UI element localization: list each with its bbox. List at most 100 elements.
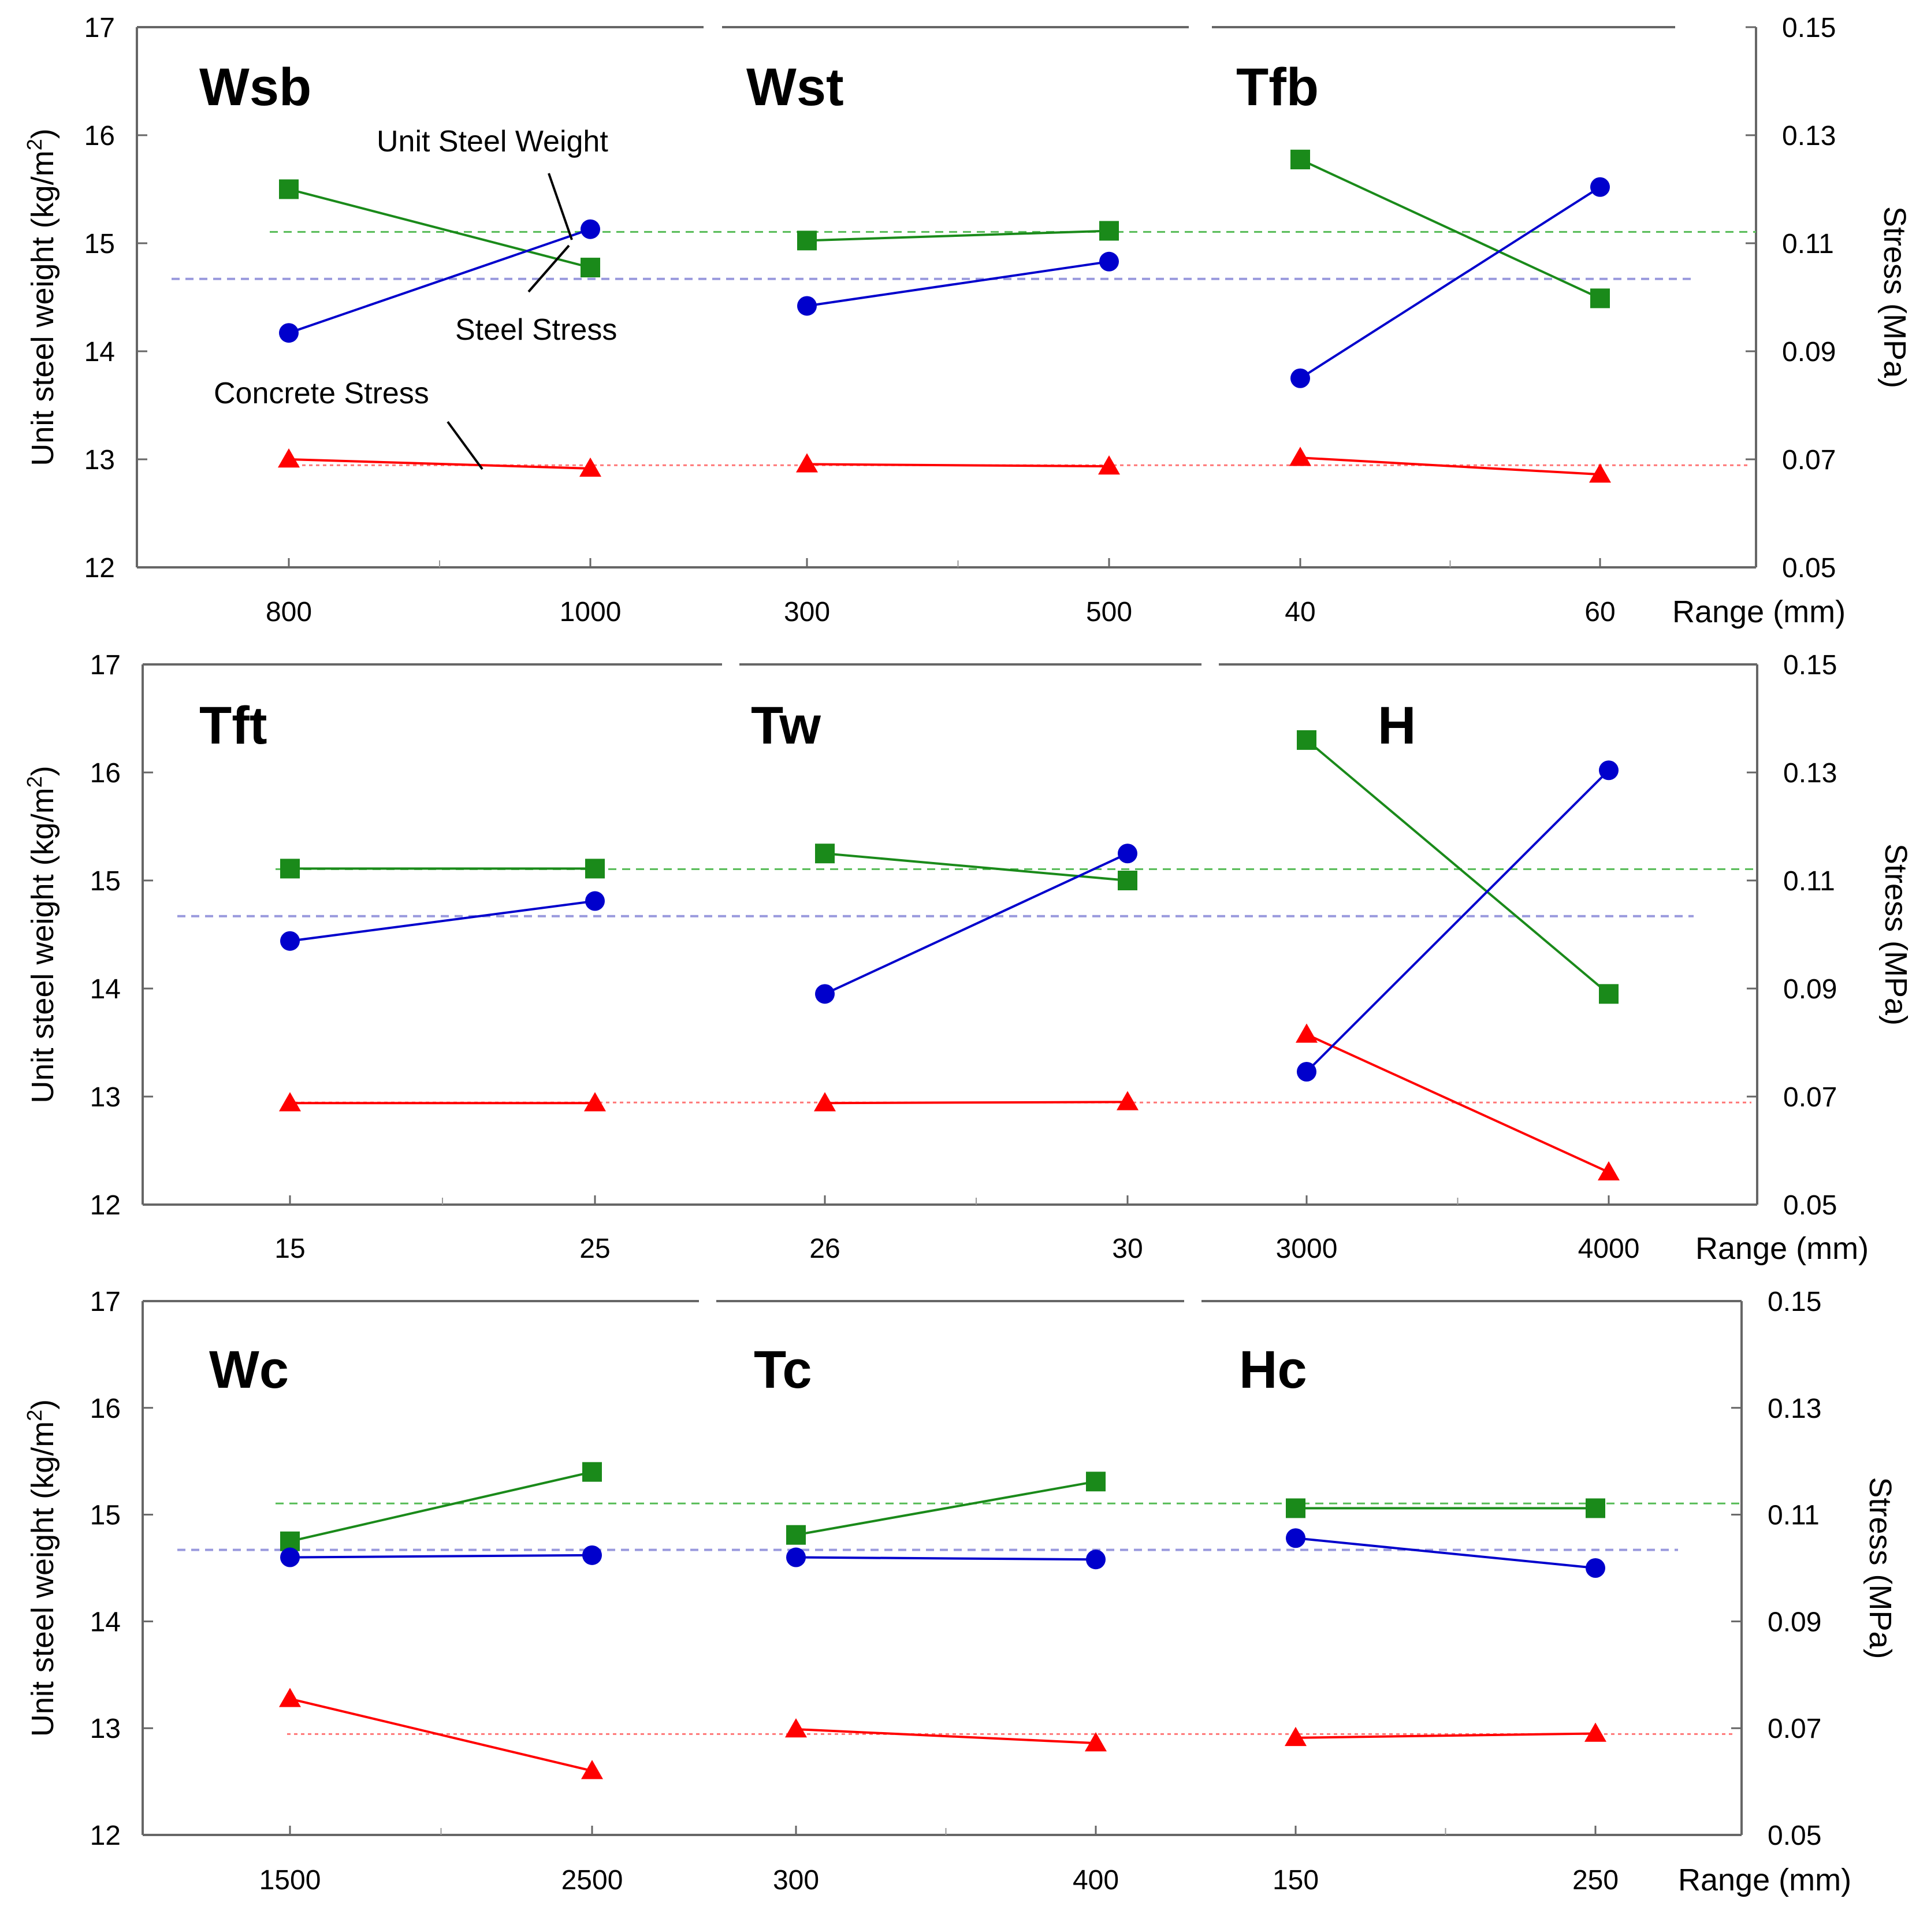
x-tick-label: 300 bbox=[784, 597, 830, 627]
y-left-axis-title-superscript: 2 bbox=[23, 139, 46, 150]
concrete-stress-point bbox=[278, 448, 300, 468]
unit-steel-weight-point bbox=[1086, 1550, 1106, 1570]
y-left-axis-title-close: ) bbox=[25, 766, 60, 776]
panel-title: H bbox=[1378, 696, 1416, 755]
x-tick-label: 26 bbox=[809, 1233, 840, 1264]
x-tick-label: 30 bbox=[1112, 1233, 1143, 1264]
unit-steel-weight-line bbox=[289, 900, 596, 942]
y-right-tick-label: 0.15 bbox=[1768, 1287, 1821, 1317]
panel-title: Tft bbox=[199, 696, 267, 755]
y-left-tick-label: 16 bbox=[84, 121, 115, 151]
panel-tft: Tft 15 25 bbox=[199, 696, 611, 1264]
y-left-tick-label: 14 bbox=[90, 1607, 121, 1637]
unit-steel-weight-line bbox=[806, 260, 1110, 307]
y-left-tick-label: 15 bbox=[90, 866, 121, 897]
y-right-tick-label: 0.13 bbox=[1782, 121, 1836, 151]
concrete-stress-line bbox=[289, 1697, 593, 1773]
x-tick-label: 1500 bbox=[259, 1865, 321, 1896]
x-axis-range-label: Range (mm) bbox=[1695, 1231, 1869, 1266]
panel-title: Wsb bbox=[199, 58, 311, 117]
unit-steel-weight-point bbox=[581, 219, 600, 239]
steel-stress-point bbox=[280, 859, 300, 879]
concrete-stress-line bbox=[806, 463, 1110, 468]
y-right-tick-label: 0.13 bbox=[1768, 1394, 1821, 1424]
chart-row-2: 12 13 14 15 16 17 0.05 0.07 0.09 0.11 0.13 0.15 Unit… bbox=[23, 650, 1913, 1266]
unit-steel-weight-line bbox=[824, 852, 1128, 995]
x-tick-label: 400 bbox=[1073, 1865, 1119, 1896]
concrete-stress-point bbox=[1296, 1023, 1318, 1043]
y-right-tick-label: 0.11 bbox=[1782, 229, 1834, 259]
y-right-tick-label: 0.07 bbox=[1768, 1714, 1821, 1744]
y-left-axis-title-text: Unit steel weight (kg/m bbox=[25, 150, 60, 466]
panel-wc: Wc 1500 2500 bbox=[209, 1340, 623, 1896]
x-tick-label: 1000 bbox=[560, 597, 622, 627]
y-right-tick-label: 0.05 bbox=[1782, 553, 1836, 584]
steel-stress-point bbox=[585, 859, 605, 879]
chart-row-1: 12 13 14 15 16 17 0.05 0.07 0.09 0.11 0.13 0.15 Unit… bbox=[23, 13, 1912, 629]
unit-steel-weight-point bbox=[1297, 1061, 1316, 1082]
steel-stress-line bbox=[806, 229, 1110, 242]
concrete-stress-point bbox=[1098, 455, 1120, 475]
y-left-tick-label: 17 bbox=[90, 1287, 121, 1317]
steel-stress-point bbox=[1286, 1498, 1305, 1518]
y-left-axis-title-text: Unit steel weight (kg/m bbox=[25, 1421, 60, 1737]
x-tick-label: 250 bbox=[1572, 1865, 1619, 1896]
steel-stress-line bbox=[288, 188, 591, 269]
unit-steel-weight-point bbox=[280, 931, 300, 951]
unit-steel-weight-point bbox=[1290, 368, 1310, 388]
steel-stress-line bbox=[1300, 158, 1601, 300]
y-left-tick-label: 12 bbox=[90, 1820, 121, 1851]
x-tick-label: 25 bbox=[579, 1233, 610, 1264]
concrete-stress-line bbox=[795, 1728, 1096, 1745]
x-tick-label: 2500 bbox=[561, 1865, 623, 1896]
y-right-tick-label: 0.07 bbox=[1783, 1082, 1837, 1113]
x-axis-range-label: Range (mm) bbox=[1678, 1863, 1851, 1897]
x-tick-label: 40 bbox=[1285, 597, 1315, 627]
panel-title: Wst bbox=[746, 58, 844, 117]
chart-rows: 12 13 14 15 16 17 0.05 0.07 0.09 0.11 0.13 0.15 Unit… bbox=[23, 13, 1913, 1897]
unit-steel-weight-point bbox=[582, 1545, 602, 1565]
concrete-stress-point bbox=[1085, 1732, 1107, 1752]
concrete-stress-point bbox=[1117, 1091, 1139, 1110]
y-right-tick-label: 0.09 bbox=[1782, 337, 1836, 367]
y-left-tick-label: 12 bbox=[84, 553, 115, 584]
panel-wsb: Wsb 800 1000 bbox=[199, 58, 621, 627]
steel-stress-point bbox=[797, 231, 817, 251]
concrete-stress-point bbox=[814, 1092, 836, 1112]
x-tick-label: 150 bbox=[1273, 1865, 1319, 1896]
concrete-stress-point bbox=[581, 1760, 603, 1779]
y-right-tick-label: 0.15 bbox=[1782, 13, 1836, 43]
panel-title: Hc bbox=[1239, 1340, 1307, 1399]
y-left-tick-label: 16 bbox=[90, 758, 121, 789]
annotation-steel-stress: Steel Stress bbox=[455, 313, 617, 347]
y-left-axis-title-close: ) bbox=[25, 128, 60, 139]
unit-steel-weight-point bbox=[1586, 1558, 1605, 1578]
annotation-unit-steel-weight: Unit Steel Weight bbox=[377, 125, 608, 158]
y-left-tick-label: 13 bbox=[84, 445, 115, 475]
y-right-tick-label: 0.11 bbox=[1783, 866, 1835, 897]
panel-title: Tw bbox=[751, 696, 821, 755]
panel-title: Wc bbox=[209, 1340, 289, 1399]
steel-stress-line bbox=[1305, 739, 1610, 995]
unit-steel-weight-point bbox=[280, 1547, 300, 1567]
steel-stress-point bbox=[582, 1462, 602, 1482]
y-right-tick-label: 0.05 bbox=[1783, 1190, 1837, 1221]
unit-steel-weight-point bbox=[1099, 251, 1119, 272]
concrete-stress-line bbox=[1295, 1732, 1596, 1739]
concrete-stress-line bbox=[824, 1101, 1128, 1105]
steel-stress-point bbox=[581, 258, 600, 278]
annotations: Unit Steel Weight Steel Stress Concrete … bbox=[214, 125, 617, 470]
annotation-leader-steel-stress bbox=[527, 244, 570, 293]
y-right-axis-title: Stress (MPa) bbox=[1877, 206, 1912, 388]
steel-stress-point bbox=[1590, 288, 1610, 309]
y-left-tick-label: 17 bbox=[90, 650, 121, 681]
y-right-tick-label: 0.13 bbox=[1783, 758, 1837, 789]
y-left-tick-label: 15 bbox=[84, 229, 115, 259]
steel-stress-point bbox=[1086, 1472, 1106, 1492]
unit-steel-weight-point bbox=[1599, 760, 1619, 781]
y-left-tick-label: 13 bbox=[90, 1714, 121, 1744]
steel-stress-line bbox=[795, 1480, 1096, 1536]
steel-stress-point bbox=[1290, 150, 1310, 170]
y-left-tick-label: 13 bbox=[90, 1082, 121, 1113]
